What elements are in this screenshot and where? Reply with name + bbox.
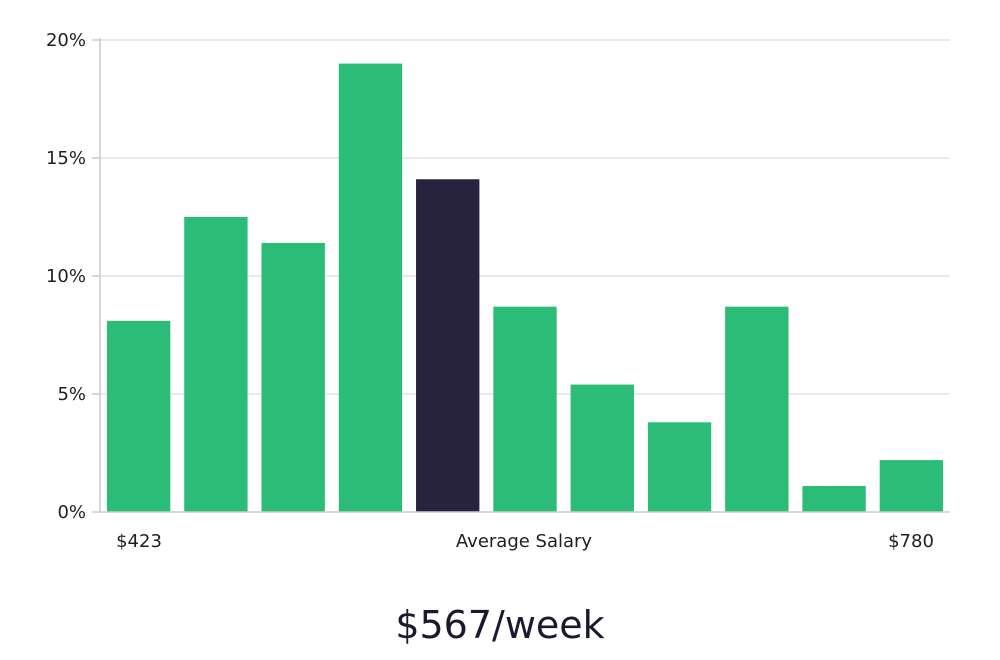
bar bbox=[802, 486, 866, 512]
bar bbox=[261, 242, 325, 512]
bar bbox=[725, 306, 789, 512]
bar bbox=[338, 63, 403, 512]
average-salary-value: $567/week bbox=[395, 603, 605, 647]
bar bbox=[879, 460, 944, 512]
axes bbox=[99, 38, 950, 513]
y-tick-label: 10% bbox=[46, 266, 86, 287]
x-label-max: $780 bbox=[888, 531, 934, 552]
bar bbox=[647, 422, 712, 512]
bar bbox=[493, 306, 557, 512]
bar-highlighted bbox=[416, 179, 480, 513]
y-tick-label: 5% bbox=[57, 384, 86, 405]
y-axis-ticks: 0% 5% 10% 15% 20% bbox=[46, 30, 100, 523]
x-label-center: Average Salary bbox=[456, 531, 593, 552]
bar bbox=[570, 384, 634, 512]
bar bbox=[106, 320, 171, 512]
y-tick-label: 0% bbox=[57, 502, 86, 523]
y-tick-label: 20% bbox=[46, 30, 86, 51]
y-tick-label: 15% bbox=[46, 148, 86, 169]
bar bbox=[184, 217, 248, 512]
bars bbox=[106, 63, 944, 513]
salary-histogram: 0% 5% 10% 15% 20% $423 Average Salary $780 bbox=[46, 30, 950, 552]
x-label-min: $423 bbox=[116, 531, 162, 552]
